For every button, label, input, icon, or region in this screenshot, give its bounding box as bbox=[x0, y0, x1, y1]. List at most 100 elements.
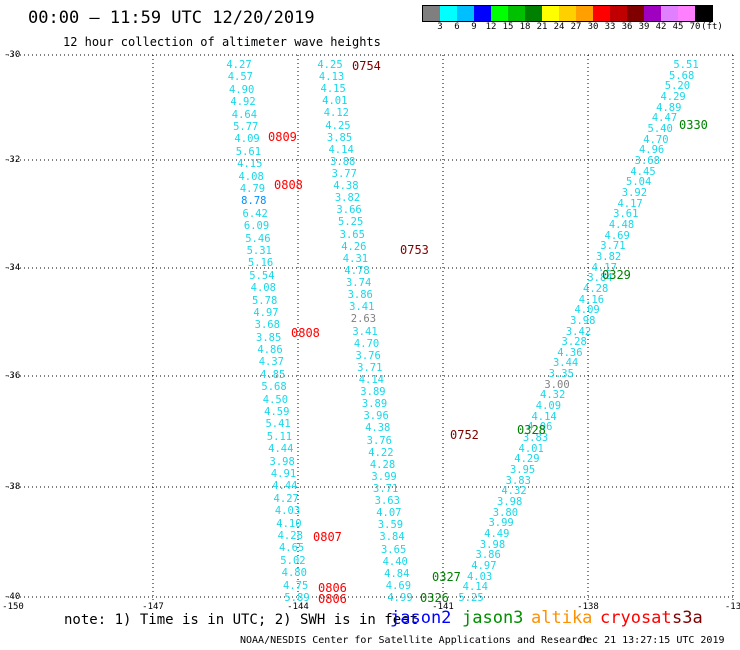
longitude-label: -13 bbox=[724, 602, 740, 612]
colorbar-label: 42 bbox=[655, 22, 667, 32]
track-c-wave-height: 3.61 bbox=[613, 208, 639, 221]
track-b-wave-height: 4.31 bbox=[342, 252, 369, 265]
track-b-wave-height: 4.12 bbox=[323, 107, 350, 120]
track-c-wave-height: 4.89 bbox=[656, 101, 682, 114]
track-b-wave-height: 4.28 bbox=[369, 458, 396, 471]
colorbar-swatch bbox=[661, 6, 678, 21]
track-b-time-label: 0753 bbox=[400, 243, 429, 257]
track-a-wave-height: 4.50 bbox=[262, 393, 289, 406]
colorbar bbox=[422, 5, 713, 22]
track-c-wave-height: 4.49 bbox=[484, 528, 510, 541]
track-b-wave-height: 3.65 bbox=[380, 543, 407, 556]
track-a-wave-height: 4.92 bbox=[230, 96, 256, 109]
track-b-wave-height: 3.89 bbox=[360, 386, 386, 399]
colorbar-label: 21 bbox=[536, 22, 548, 32]
colorbar-label: 15 bbox=[502, 22, 514, 32]
latitude-label: -40 bbox=[4, 592, 21, 602]
track-b-time-label: 0752 bbox=[450, 428, 479, 442]
track-b-wave-height: 3.86 bbox=[347, 289, 373, 302]
track-b-wave-height: 3.84 bbox=[379, 531, 405, 544]
track-c-wave-height: 4.17 bbox=[617, 197, 643, 210]
track-b-wave-height: 4.25 bbox=[325, 119, 351, 132]
colorbar-swatch bbox=[525, 6, 542, 21]
colorbar-label: 39 bbox=[638, 22, 650, 32]
track-b-wave-height: 3.89 bbox=[361, 398, 388, 411]
track-a-wave-height: 4.28 bbox=[277, 530, 303, 543]
track-b-wave-height: 3.63 bbox=[374, 495, 400, 508]
track-a-wave-height: 3.98 bbox=[269, 455, 295, 468]
track-b-wave-height: 4.07 bbox=[376, 507, 402, 520]
track-c-wave-height: 3.92 bbox=[621, 186, 648, 199]
track-c-wave-height: 3.98 bbox=[497, 496, 523, 509]
track-b-wave-height: 4.99 bbox=[387, 592, 413, 604]
track-b-wave-height: 5.25 bbox=[338, 216, 364, 229]
colorbar-swatch bbox=[559, 6, 576, 21]
latitude-label: -34 bbox=[4, 263, 21, 273]
track-a-time-label: 0808 bbox=[274, 178, 303, 192]
track-a-wave-height: 4.08 bbox=[250, 282, 276, 295]
track-c-wave-height: 5.68 bbox=[669, 69, 695, 82]
colorbar-label: 18 bbox=[519, 22, 531, 32]
track-c-wave-height: 3.35 bbox=[548, 368, 574, 381]
track-b-wave-height: 3.85 bbox=[326, 131, 353, 144]
track-a-wave-height: 8.78 bbox=[241, 195, 267, 208]
track-b-wave-height: 4.22 bbox=[368, 446, 394, 459]
track-c-wave-height: 3.83 bbox=[522, 432, 549, 445]
track-a-wave-height: 4.75 bbox=[282, 579, 309, 592]
track-b-wave-height: 4.69 bbox=[385, 579, 412, 592]
track-b-wave-height: 3.71 bbox=[357, 361, 383, 374]
track-b-wave-height: 4.70 bbox=[353, 337, 380, 350]
track-a-time-label: 0806 bbox=[318, 581, 347, 595]
track-b-wave-height: 2.63 bbox=[350, 313, 377, 326]
track-a-wave-height: 5.16 bbox=[247, 257, 274, 270]
footer-generated-time: Dec 21 13:27:15 UTC 2019 bbox=[580, 635, 725, 646]
track-b-wave-height: 4.26 bbox=[341, 240, 367, 253]
track-b-wave-height: 3.99 bbox=[371, 470, 397, 483]
track-b-wave-height: 3.66 bbox=[336, 204, 362, 217]
track-c-wave-height: 4.48 bbox=[608, 218, 635, 231]
track-b-wave-height: 3.76 bbox=[355, 349, 381, 362]
longitude-label: -147 bbox=[142, 602, 164, 612]
colorbar-swatch bbox=[644, 6, 661, 21]
track-c-wave-height: 3.98 bbox=[570, 314, 596, 327]
track-c-wave-height: 4.70 bbox=[643, 133, 669, 146]
track-b-wave-height: 4.84 bbox=[384, 567, 410, 580]
track-c-wave-height: 4.14 bbox=[462, 581, 488, 594]
track-b-wave-height: 4.15 bbox=[320, 83, 346, 96]
track-b-wave-height: 3.71 bbox=[373, 482, 399, 495]
track-a-wave-height: 4.44 bbox=[268, 443, 294, 456]
track-c-time-label: 0326 bbox=[420, 591, 449, 605]
track-b-wave-height: 4.14 bbox=[358, 373, 385, 386]
track-b-wave-height: 3.59 bbox=[377, 519, 404, 532]
mission-altika: altika bbox=[531, 608, 593, 628]
track-a-wave-height: 4.27 bbox=[273, 492, 299, 505]
track-c-wave-height: 4.29 bbox=[514, 453, 540, 466]
colorbar-label: 3 bbox=[437, 22, 443, 32]
track-a-wave-height: 5.11 bbox=[266, 430, 293, 443]
track-c-time-label: 0329 bbox=[602, 268, 631, 282]
track-c-wave-height: 3.80 bbox=[492, 506, 519, 519]
track-c-wave-height: 3.44 bbox=[552, 357, 579, 370]
track-c-wave-height: 3.42 bbox=[565, 325, 592, 338]
colorbar-swatch bbox=[695, 6, 712, 21]
track-c-wave-height: 4.01 bbox=[518, 442, 544, 455]
longitude-label: -141 bbox=[432, 602, 454, 612]
track-c-wave-height: 4.03 bbox=[466, 570, 493, 583]
track-c-wave-height: 5.51 bbox=[673, 59, 699, 71]
track-c-wave-height: 3.98 bbox=[479, 538, 506, 551]
track-c-wave-height: 3.68 bbox=[634, 154, 660, 167]
track-a-wave-height: 4.90 bbox=[229, 83, 255, 96]
track-c-wave-height: 5.40 bbox=[647, 122, 673, 135]
colorbar-swatch bbox=[593, 6, 610, 21]
track-c-wave-height: 4.36 bbox=[557, 346, 583, 359]
track-a-wave-height: 5.77 bbox=[233, 120, 259, 133]
colorbar-label: 30 bbox=[587, 22, 599, 32]
colorbar-swatch bbox=[508, 6, 525, 21]
track-b-wave-height: 4.25 bbox=[317, 59, 343, 71]
track-c-wave-height: 4.69 bbox=[604, 229, 630, 242]
colorbar-swatch bbox=[474, 6, 491, 21]
colorbar-swatch bbox=[627, 6, 644, 21]
colorbar-label: 24 bbox=[553, 22, 565, 32]
track-a-wave-height: 4.65 bbox=[278, 542, 305, 555]
track-a-wave-height: 4.85 bbox=[260, 368, 286, 381]
